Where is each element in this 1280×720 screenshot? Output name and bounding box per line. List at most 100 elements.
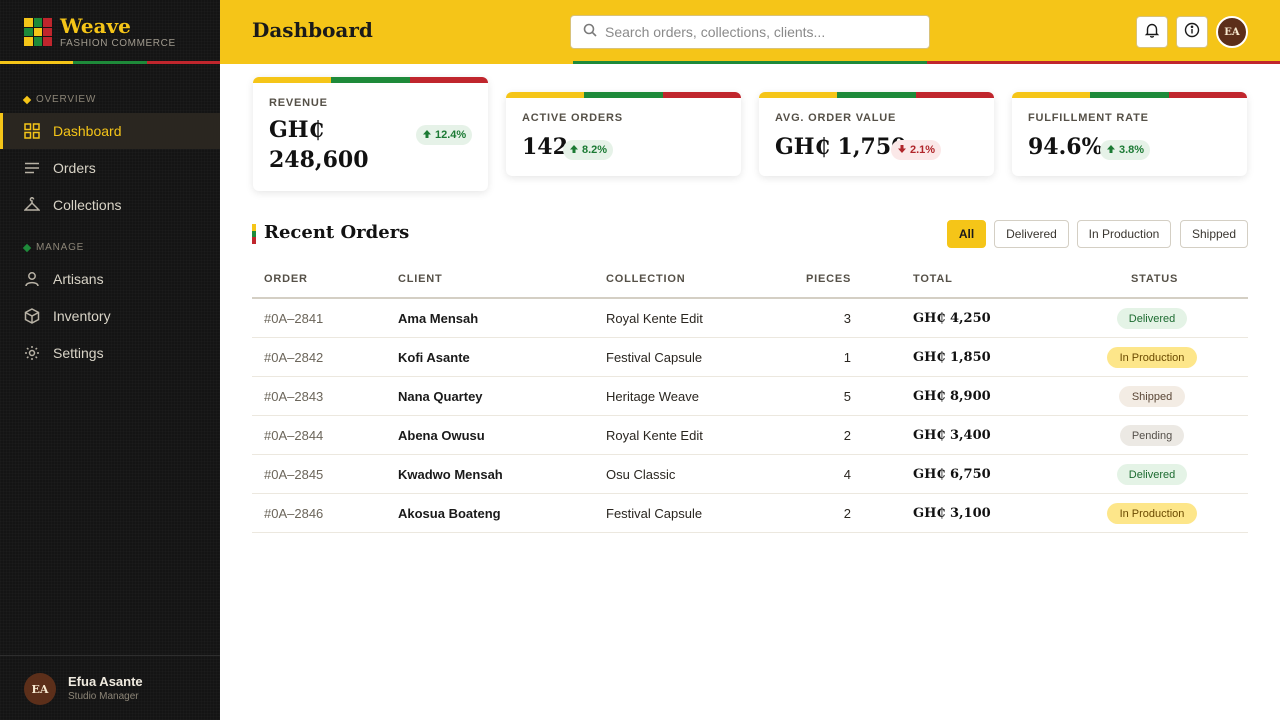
collection-name: Festival Capsule [606,350,703,365]
grid-icon [24,123,40,139]
order-id: #0A–2843 [264,389,324,404]
filter-in-production[interactable]: In Production [1077,220,1171,248]
card-kente-strip [253,77,488,83]
column-header-pieces[interactable]: PIECES [806,273,852,285]
filter-delivered[interactable]: Delivered [994,220,1069,248]
collection-name: Festival Capsule [606,506,703,521]
client-name: Abena Owusu [398,428,485,443]
arrow-down-icon [897,144,907,157]
header-kente-strip [573,61,1280,64]
order-total: GH₵ 4,250 [913,311,991,326]
search-input[interactable] [605,24,905,40]
sidebar-item-label: Inventory [53,308,111,324]
sidebar-item-orders[interactable]: Orders [0,150,220,186]
kente-strip [0,61,220,64]
column-header-order[interactable]: ORDER [264,273,308,285]
order-id: #0A–2841 [264,311,324,326]
user-name: Efua Asante [68,674,143,689]
filter-all[interactable]: All [947,220,986,248]
section-title: Recent Orders [264,222,410,243]
stat-label: AVG. ORDER VALUE [775,112,897,124]
nav-section-overview: OVERVIEW [22,94,97,105]
search-icon [583,23,597,42]
card-kente-strip [759,92,994,98]
info-button[interactable] [1176,16,1208,48]
avatar: EA [24,673,56,705]
stat-value-currency: GH₵ [269,117,324,143]
column-header-collection[interactable]: COLLECTION [606,273,686,285]
stat-delta: 3.8% [1100,140,1151,160]
sidebar: Weave FASHION COMMERCE OVERVIEW Dashboar… [0,0,220,720]
column-header-total[interactable]: TOTAL [913,273,953,285]
box-icon [24,308,40,324]
order-total: GH₵ 3,400 [913,428,991,443]
pieces-count: 2 [843,428,851,443]
table-row[interactable]: #0A–2842 Kofi Asante Festival Capsule 1 GH₵ … [252,338,1248,377]
client-name: Nana Quartey [398,389,483,404]
stat-value: 94.6% [1028,134,1103,160]
bell-icon [1144,22,1160,43]
status-badge: Delivered [1117,308,1187,329]
order-total: GH₵ 8,900 [913,389,991,404]
table-row[interactable]: #0A–2841 Ama Mensah Royal Kente Edit 3 GH₵ 4… [252,299,1248,338]
sidebar-item-collections[interactable]: Collections [0,187,220,223]
stat-value: GH₵ 1,750 [775,134,907,160]
stat-delta-value: 2.1% [910,144,936,156]
pieces-count: 5 [843,389,851,404]
stat-label: FULFILLMENT RATE [1028,112,1149,124]
client-name: Kofi Asante [398,350,470,365]
search-box[interactable] [570,15,930,49]
user-profile[interactable]: EA Efua Asante Studio Manager [0,655,220,720]
status-badge: Pending [1120,425,1184,446]
stat-delta: 2.1% [891,140,942,160]
order-id: #0A–2842 [264,350,324,365]
stat-delta-value: 8.2% [582,144,608,156]
table-row[interactable]: #0A–2844 Abena Owusu Royal Kente Edit 2 GH₵ … [252,416,1248,455]
brand-subtitle: FASHION COMMERCE [60,38,176,49]
table-row[interactable]: #0A–2843 Nana Quartey Heritage Weave 5 GH₵ 8… [252,377,1248,416]
collection-name: Osu Classic [606,467,676,482]
order-id: #0A–2845 [264,467,324,482]
status-badge: Shipped [1119,386,1185,407]
sidebar-item-dashboard[interactable]: Dashboard [0,113,220,149]
brand-name: Weave [60,14,131,38]
table-row[interactable]: #0A–2846 Akosua Boateng Festival Capsule 2 G… [252,494,1248,533]
column-header-client[interactable]: CLIENT [398,273,443,285]
header-avatar[interactable]: EA [1216,16,1248,48]
pieces-count: 2 [843,506,851,521]
stat-label: ACTIVE ORDERS [522,112,623,124]
column-header-status[interactable]: STATUS [1131,273,1179,285]
sidebar-item-label: Orders [53,160,96,176]
stat-value-amount: 248,600 [269,147,369,173]
nav-section-label: OVERVIEW [36,94,97,105]
stat-card-active-orders[interactable]: ACTIVE ORDERS 142 8.2% [506,92,741,176]
client-name: Akosua Boateng [398,506,501,521]
sidebar-item-artisans[interactable]: Artisans [0,261,220,297]
sidebar-item-label: Settings [53,345,104,361]
list-icon [24,160,40,176]
collection-name: Heritage Weave [606,389,699,404]
sidebar-item-inventory[interactable]: Inventory [0,298,220,334]
status-badge: In Production [1107,347,1197,368]
collection-name: Royal Kente Edit [606,311,703,326]
notifications-button[interactable] [1136,16,1168,48]
table-row[interactable]: #0A–2845 Kwadwo Mensah Osu Classic 4 GH₵ 6,7… [252,455,1248,494]
order-total: GH₵ 6,750 [913,467,991,482]
table-header: ORDER CLIENT COLLECTION PIECES TOTAL STA… [252,262,1248,299]
arrow-up-icon [1106,144,1116,157]
pieces-count: 4 [843,467,851,482]
stat-card-avg-order-value[interactable]: AVG. ORDER VALUE GH₵ 1,750 2.1% [759,92,994,176]
nav-section-manage: MANAGE [22,242,84,253]
stat-card-fulfillment-rate[interactable]: FULFILLMENT RATE 94.6% 3.8% [1012,92,1247,176]
sidebar-item-label: Collections [53,197,122,213]
header: Dashboard EA [220,0,1280,64]
card-kente-strip [506,92,741,98]
filter-shipped[interactable]: Shipped [1180,220,1248,248]
card-kente-strip [1012,92,1247,98]
brand[interactable]: Weave FASHION COMMERCE [0,0,220,64]
diamond-icon [22,95,32,104]
stat-card-revenue[interactable]: REVENUE GH₵ 248,600 12.4% [253,77,488,191]
order-total: GH₵ 1,850 [913,350,991,365]
sidebar-item-settings[interactable]: Settings [0,335,220,371]
stat-delta: 12.4% [416,125,473,145]
